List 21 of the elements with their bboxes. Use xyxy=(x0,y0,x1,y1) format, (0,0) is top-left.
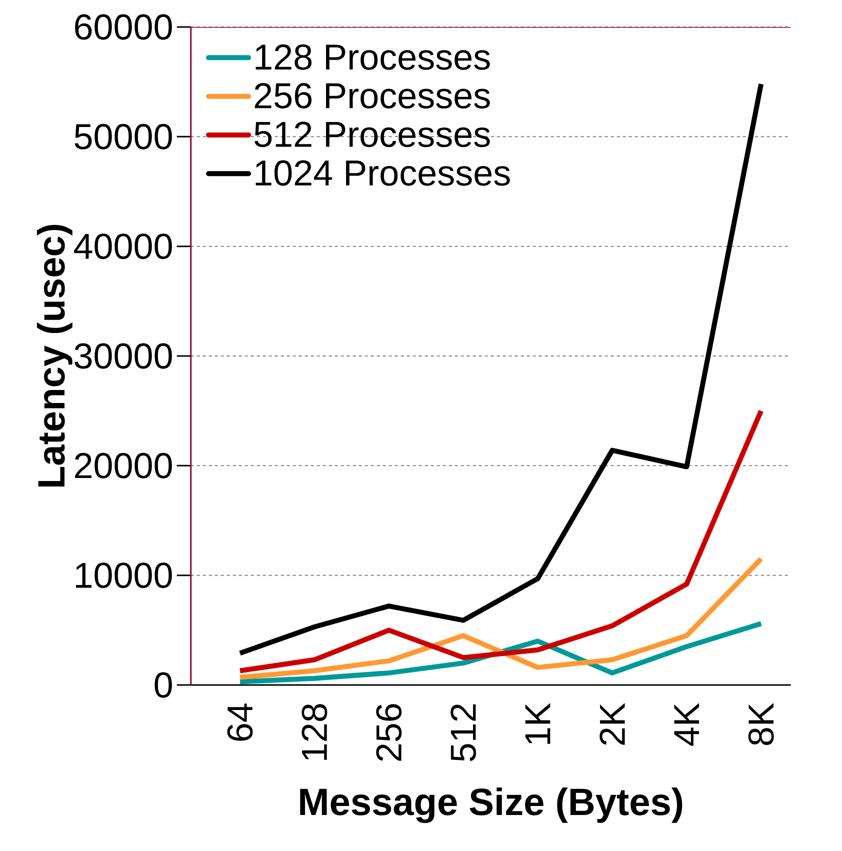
x-tick-label: 256 xyxy=(376,704,402,761)
y-tick-label: 50000 xyxy=(74,124,172,150)
y-tick-label: 0 xyxy=(154,672,172,698)
x-tick-label: 64 xyxy=(227,704,253,741)
legend-label: 128 Processes xyxy=(256,44,490,70)
y-tick-label: 30000 xyxy=(74,343,172,369)
x-axis-title: Message Size (Bytes) xyxy=(300,787,682,824)
y-tick-label: 10000 xyxy=(76,562,172,588)
x-tick-label: 4K xyxy=(674,702,700,746)
y-axis-title: Latency (usec) xyxy=(36,224,72,486)
x-tick-label: 1K xyxy=(525,702,550,744)
y-tick-label: 20000 xyxy=(75,452,172,478)
y-tick-label: 60000 xyxy=(75,14,172,40)
x-tick-label: 128 xyxy=(302,704,328,760)
x-tick-label: 2K xyxy=(600,702,625,745)
legend-label: 512 Processes xyxy=(254,122,490,148)
x-tick-label: 512 xyxy=(450,704,476,762)
y-tick-label: 40000 xyxy=(74,234,172,260)
legend-label: 1024 Processes xyxy=(256,160,510,186)
x-tick-label: 8K xyxy=(748,702,774,745)
legend-label: 256 Processes xyxy=(254,83,490,108)
